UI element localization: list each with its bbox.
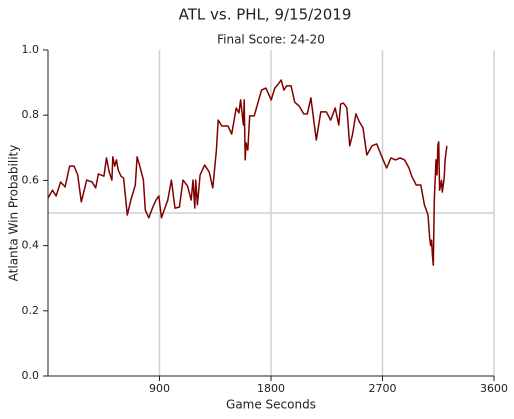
x-tick-label: 3600 — [480, 382, 508, 395]
y-axis-label: Atlanta Win Probability — [7, 145, 21, 282]
y-tick-label: 0.6 — [22, 173, 40, 186]
y-tick-label: 0.4 — [22, 239, 40, 252]
y-tick-label: 0.0 — [22, 369, 40, 382]
y-tick-label: 1.0 — [22, 43, 40, 56]
x-axis-label: Game Seconds — [226, 398, 316, 412]
win-probability-line — [47, 79, 448, 266]
x-tick-label: 1800 — [257, 382, 285, 395]
y-tick-label: 0.2 — [22, 304, 40, 317]
chart-title: ATL vs. PHL, 9/15/2019 — [179, 6, 352, 24]
x-tick-label: 900 — [149, 382, 170, 395]
x-tick-label: 2700 — [369, 382, 397, 395]
chart-subtitle: Final Score: 24-20 — [217, 33, 325, 47]
y-tick-label: 0.8 — [22, 108, 40, 121]
